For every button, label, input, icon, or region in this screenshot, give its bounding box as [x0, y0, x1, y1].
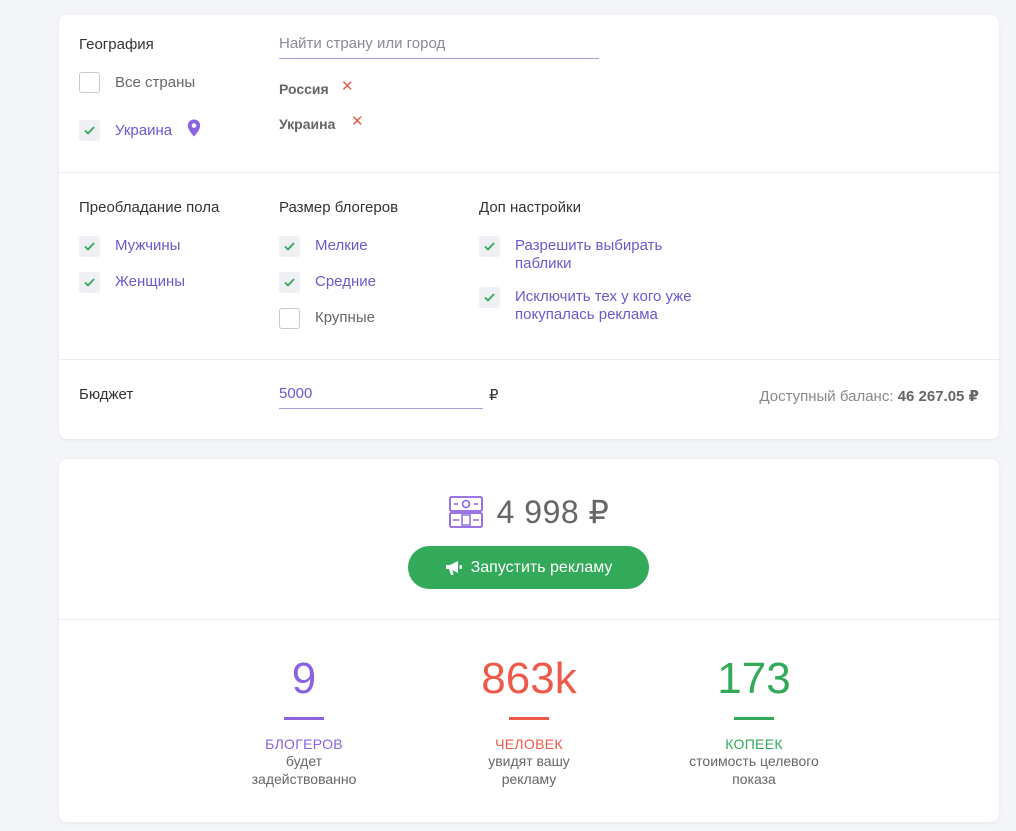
male-label: Мужчины [115, 237, 181, 254]
gender-label: Преобладание пола [79, 199, 220, 216]
section-divider [59, 172, 999, 173]
geo-label: География [79, 36, 154, 53]
stat-people: 863k ЧЕЛОВЕК увидят вашу рекламу [429, 655, 629, 788]
exclude-previous-checkbox[interactable] [479, 287, 500, 308]
selected-country-chip: Украина [279, 116, 336, 132]
extra-settings-label: Доп настройки [479, 199, 581, 216]
check-icon [484, 242, 495, 251]
medium-bloggers-checkbox[interactable] [279, 272, 300, 293]
male-checkbox[interactable] [79, 236, 100, 257]
allow-publics-label: Разрешить выбирать паблики [515, 237, 662, 273]
selected-country-chip: Россия [279, 81, 329, 97]
total-amount: 4 998 ₽ [496, 494, 610, 530]
stat-number: 9 [291, 654, 317, 703]
stat-description: увидят вашу рекламу [488, 753, 570, 787]
campaign-summary-card: 4 998 ₽ Запустить рекламу 9 БЛОГЕРОВ буд… [59, 459, 999, 822]
stat-title: ЧЕЛОВЕК [495, 736, 563, 752]
stat-title: БЛОГЕРОВ [265, 736, 343, 752]
female-label: Женщины [115, 273, 186, 290]
stat-bloggers: 9 БЛОГЕРОВ будет задействованно [204, 655, 404, 788]
female-checkbox[interactable] [79, 272, 100, 293]
balance-label: Доступный баланс: [759, 388, 894, 405]
launch-ad-button[interactable]: Запустить рекламу [408, 546, 649, 589]
allow-publics-checkbox[interactable] [479, 236, 500, 257]
balance-value: 46 267.05 ₽ [897, 388, 979, 405]
stat-number: 173 [717, 654, 791, 703]
section-divider [59, 619, 999, 620]
stat-underline [284, 717, 324, 720]
currency-label: ₽ [489, 387, 499, 404]
check-icon [484, 293, 495, 302]
small-bloggers-checkbox[interactable] [279, 236, 300, 257]
stat-number: 863k [481, 654, 577, 703]
check-icon [284, 278, 295, 287]
small-bloggers-label: Мелкие [315, 237, 368, 254]
large-bloggers-checkbox[interactable] [279, 308, 300, 329]
stat-title: КОПЕЕК [725, 736, 783, 752]
allow-publics-label-line1: Разрешить выбирать [515, 237, 663, 254]
ukraine-checkbox[interactable] [79, 120, 100, 141]
check-icon [284, 242, 295, 251]
exclude-previous-label-line1: Исключить тех у кого уже [515, 288, 692, 305]
section-divider [59, 359, 999, 360]
ukraine-option-label: Украина [115, 122, 173, 139]
available-balance: Доступный баланс: 46 267.05 ₽ [759, 387, 979, 405]
stat-kopecks: 173 КОПЕЕК стоимость целевого показа [654, 655, 854, 788]
megaphone-icon [445, 560, 462, 575]
stat-underline [509, 717, 549, 720]
exclude-previous-label-line2: покупалась реклама [515, 306, 658, 323]
all-countries-checkbox[interactable] [79, 72, 100, 93]
budget-label: Бюджет [79, 386, 134, 403]
large-bloggers-label: Крупные [315, 309, 375, 326]
exclude-previous-label: Исключить тех у кого уже покупалась рекл… [515, 288, 692, 324]
geo-search-input[interactable] [279, 35, 599, 59]
location-pin-icon[interactable] [187, 119, 201, 137]
all-countries-label: Все страны [115, 74, 196, 91]
allow-publics-label-line2: паблики [515, 255, 572, 272]
close-icon[interactable]: ✕ [341, 78, 354, 95]
launch-ad-button-label: Запустить рекламу [470, 558, 613, 576]
budget-input[interactable] [279, 385, 483, 409]
money-icon [448, 496, 483, 528]
check-icon [84, 242, 95, 251]
check-icon [84, 278, 95, 287]
close-icon[interactable]: ✕ [351, 113, 364, 130]
stat-description: будет задействованно [251, 753, 357, 787]
stat-underline [734, 717, 774, 720]
total-cost: 4 998 ₽ [59, 493, 999, 531]
stat-description: стоимость целевого показа [689, 753, 819, 787]
blogger-size-label: Размер блогеров [279, 199, 399, 216]
targeting-settings-card: География Все страны Украина Россия ✕ Ук… [59, 15, 999, 439]
check-icon [84, 126, 95, 135]
medium-bloggers-label: Средние [315, 273, 376, 290]
